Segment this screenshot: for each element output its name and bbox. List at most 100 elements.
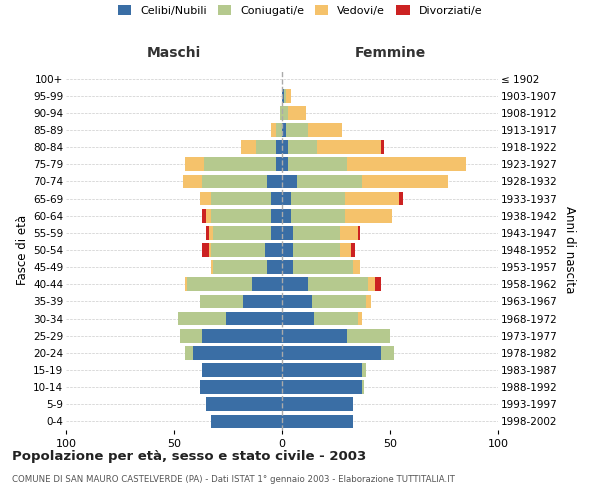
Bar bbox=[282, 243, 293, 257]
Bar bbox=[353, 260, 360, 274]
Bar bbox=[209, 243, 211, 257]
Bar bbox=[243, 294, 282, 308]
Bar bbox=[317, 140, 382, 154]
Bar bbox=[282, 123, 286, 137]
Bar bbox=[282, 209, 290, 222]
Bar bbox=[206, 209, 211, 222]
Bar bbox=[382, 346, 394, 360]
Bar bbox=[340, 243, 351, 257]
Bar bbox=[282, 329, 347, 342]
Bar bbox=[241, 140, 256, 154]
Bar bbox=[202, 363, 282, 377]
Bar bbox=[185, 346, 193, 360]
Bar bbox=[340, 226, 358, 239]
Bar bbox=[286, 89, 290, 102]
Bar bbox=[185, 158, 204, 171]
Bar bbox=[200, 380, 282, 394]
Bar bbox=[293, 260, 353, 274]
Bar bbox=[282, 174, 297, 188]
Bar bbox=[308, 278, 368, 291]
Bar bbox=[193, 346, 282, 360]
Bar bbox=[366, 294, 371, 308]
Bar bbox=[206, 226, 209, 239]
Bar bbox=[282, 158, 289, 171]
Bar bbox=[282, 363, 362, 377]
Bar bbox=[265, 243, 282, 257]
Bar bbox=[290, 209, 344, 222]
Bar bbox=[282, 346, 382, 360]
Bar bbox=[211, 260, 213, 274]
Bar bbox=[375, 278, 382, 291]
Y-axis label: Anni di nascita: Anni di nascita bbox=[563, 206, 576, 294]
Bar bbox=[293, 243, 340, 257]
Bar bbox=[200, 294, 243, 308]
Bar bbox=[290, 192, 344, 205]
Bar bbox=[358, 226, 360, 239]
Bar bbox=[211, 414, 282, 428]
Bar bbox=[271, 209, 282, 222]
Bar bbox=[271, 192, 282, 205]
Bar bbox=[362, 380, 364, 394]
Bar bbox=[200, 192, 211, 205]
Bar bbox=[398, 192, 403, 205]
Bar bbox=[275, 123, 282, 137]
Bar bbox=[344, 192, 398, 205]
Text: COMUNE DI SAN MAURO CASTELVERDE (PA) - Dati ISTAT 1° gennaio 2003 - Elaborazione: COMUNE DI SAN MAURO CASTELVERDE (PA) - D… bbox=[12, 475, 455, 484]
Bar bbox=[275, 140, 282, 154]
Bar bbox=[185, 278, 187, 291]
Bar bbox=[202, 243, 209, 257]
Bar bbox=[362, 363, 366, 377]
Bar bbox=[362, 174, 448, 188]
Bar bbox=[282, 192, 290, 205]
Bar bbox=[282, 380, 362, 394]
Bar bbox=[267, 260, 282, 274]
Bar bbox=[211, 209, 271, 222]
Bar bbox=[286, 123, 308, 137]
Bar bbox=[256, 140, 275, 154]
Bar bbox=[289, 106, 306, 120]
Bar bbox=[282, 106, 289, 120]
Bar bbox=[271, 123, 275, 137]
Bar bbox=[282, 414, 353, 428]
Bar bbox=[271, 226, 282, 239]
Text: Maschi: Maschi bbox=[147, 46, 201, 60]
Text: Popolazione per età, sesso e stato civile - 2003: Popolazione per età, sesso e stato civil… bbox=[12, 450, 366, 463]
Bar bbox=[282, 294, 312, 308]
Bar bbox=[347, 329, 390, 342]
Bar bbox=[275, 158, 282, 171]
Bar bbox=[211, 192, 271, 205]
Bar bbox=[187, 278, 252, 291]
Bar bbox=[282, 226, 293, 239]
Bar bbox=[344, 209, 392, 222]
Bar bbox=[178, 312, 226, 326]
Bar bbox=[297, 174, 362, 188]
Bar bbox=[289, 158, 347, 171]
Bar bbox=[211, 243, 265, 257]
Bar bbox=[282, 89, 284, 102]
Bar bbox=[284, 89, 286, 102]
Bar bbox=[293, 226, 340, 239]
Bar bbox=[282, 140, 289, 154]
Bar bbox=[282, 312, 314, 326]
Bar bbox=[252, 278, 282, 291]
Bar bbox=[204, 158, 275, 171]
Bar bbox=[282, 278, 308, 291]
Bar bbox=[314, 312, 358, 326]
Bar bbox=[213, 260, 267, 274]
Bar bbox=[347, 158, 466, 171]
Bar bbox=[312, 294, 366, 308]
Bar bbox=[289, 140, 317, 154]
Bar bbox=[308, 123, 343, 137]
Bar bbox=[206, 398, 282, 411]
Bar bbox=[267, 174, 282, 188]
Y-axis label: Fasce di età: Fasce di età bbox=[16, 215, 29, 285]
Bar bbox=[202, 174, 267, 188]
Bar bbox=[368, 278, 375, 291]
Bar bbox=[280, 106, 282, 120]
Bar bbox=[282, 398, 353, 411]
Bar bbox=[213, 226, 271, 239]
Text: Femmine: Femmine bbox=[355, 46, 425, 60]
Bar bbox=[226, 312, 282, 326]
Bar bbox=[202, 209, 206, 222]
Bar bbox=[182, 174, 202, 188]
